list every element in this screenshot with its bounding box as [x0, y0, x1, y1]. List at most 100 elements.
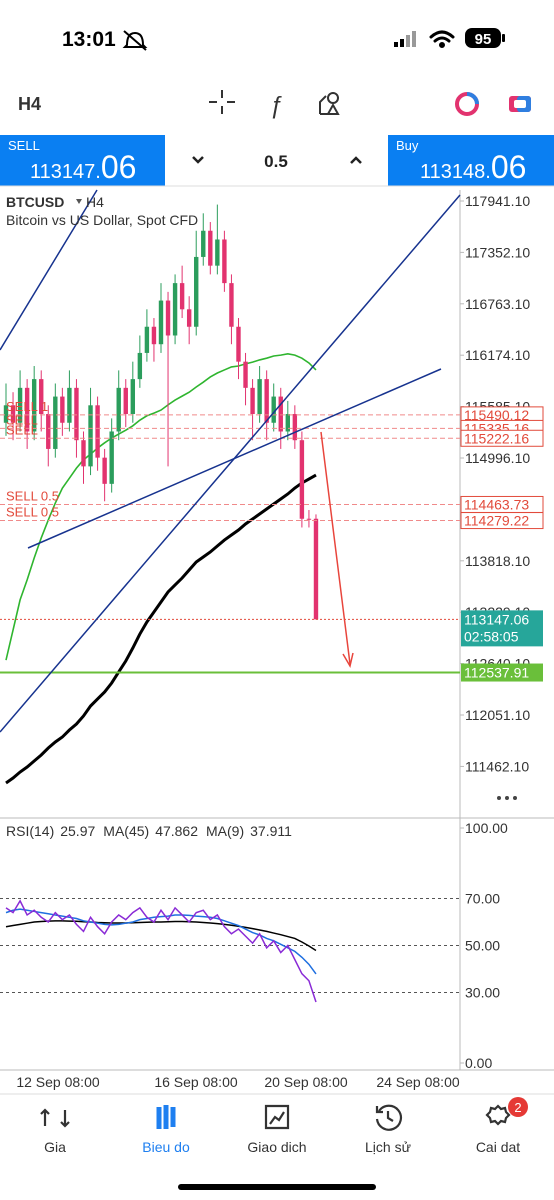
symbol: BTCUSD	[6, 194, 64, 210]
candle-body	[102, 457, 107, 484]
candle-body	[95, 405, 100, 458]
order-tag	[460, 429, 544, 447]
one-click-button[interactable]	[509, 96, 531, 112]
candle-body	[137, 352, 143, 380]
candle-body	[264, 379, 269, 423]
badge-count: 2	[514, 1100, 521, 1115]
y-tick-label: 117941.10	[465, 193, 530, 209]
y-tick-label: 111462.10	[465, 758, 529, 774]
buy-price-dec: 06	[491, 149, 527, 185]
candle-body	[39, 379, 44, 415]
nav-icon	[156, 1105, 176, 1129]
sell-price-int: 113147.	[30, 161, 101, 183]
nav-item[interactable]: Gia	[40, 1108, 70, 1155]
candle-body	[271, 396, 276, 423]
candle-body	[81, 440, 86, 467]
candle-body	[46, 414, 51, 449]
y-tick-label: 70.00	[465, 891, 500, 907]
candle-body	[215, 239, 220, 266]
volume-down[interactable]	[192, 156, 204, 164]
nav-label: Bieu do	[142, 1139, 190, 1155]
candle-body	[299, 440, 305, 519]
nav-icon	[264, 1104, 290, 1130]
candle-body	[123, 387, 128, 415]
order-label: SELL 1	[6, 399, 48, 414]
candle-body	[278, 396, 283, 432]
candle-body	[158, 300, 164, 345]
x-tick-label: 16 Sep 08:00	[154, 1074, 238, 1090]
price-tag	[461, 610, 543, 647]
mute-icon	[122, 30, 148, 51]
nav-item[interactable]: Lịch sử	[365, 1104, 411, 1155]
candle-body	[116, 387, 121, 432]
symbol-dropdown[interactable]	[76, 199, 82, 204]
series-last-value: 25.97	[60, 823, 95, 839]
nav-item[interactable]: Cai dat	[476, 1104, 520, 1155]
order-price: 114279.22	[464, 513, 529, 529]
order-label: SELL 0.5	[6, 505, 59, 520]
rsi-line	[5, 899, 317, 1003]
nav-label: Giao dich	[247, 1139, 306, 1155]
candle-body	[201, 230, 206, 257]
y-tick-label: 113818.10	[465, 553, 530, 569]
nav-icon	[375, 1104, 403, 1131]
candle-body	[186, 309, 192, 327]
rsi-chart: 100.00 70.00 50.00 30.00 0.00	[0, 820, 508, 1071]
y-tick-label: 114996.10	[465, 450, 530, 466]
countdown: 02:58:05	[464, 628, 519, 644]
chart-title: Bitcoin vs US Dollar, Spot CFD	[6, 212, 198, 228]
candle-body	[10, 405, 16, 423]
candle-body	[165, 300, 171, 336]
sell-label: SELL	[8, 138, 40, 153]
y-tick-label: 50.00	[465, 938, 500, 954]
buy-price: 113148.06	[420, 149, 526, 185]
nav-icon	[40, 1108, 70, 1128]
nav-label: Cai dat	[476, 1139, 520, 1155]
y-tick-label: 116763.10	[465, 296, 530, 312]
order-price: 114463.73	[464, 496, 529, 512]
nav-item[interactable]: Giao dich	[247, 1104, 307, 1155]
candle-body	[208, 230, 213, 266]
badge	[508, 1097, 528, 1117]
series-last-value: 37.911	[250, 823, 292, 839]
candle-body	[194, 256, 199, 327]
y-tick-label: 30.00	[465, 985, 500, 1001]
arrow	[320, 431, 354, 669]
level-tag	[461, 663, 543, 682]
candle-body	[24, 387, 30, 432]
moving-average	[5, 473, 317, 785]
y-tick-label: 0.00	[465, 1055, 492, 1071]
volume[interactable]: 0.5	[264, 152, 288, 171]
indicators-button[interactable]: ƒ	[269, 92, 282, 119]
candle-body	[3, 405, 9, 423]
order-tag	[460, 512, 544, 530]
battery	[465, 28, 501, 48]
sell-button[interactable]	[0, 135, 165, 186]
candle-body	[236, 326, 241, 362]
candle-body	[313, 518, 319, 620]
trend-lines	[0, 189, 461, 733]
order-price: 115490.12	[464, 407, 529, 423]
series-last-value: 47.862	[155, 823, 198, 839]
candle-body	[60, 396, 65, 423]
more-button[interactable]	[497, 796, 517, 800]
candle-body	[109, 431, 114, 484]
buy-button[interactable]	[388, 135, 554, 186]
candle-body	[31, 379, 37, 432]
wifi-icon	[429, 30, 455, 48]
candle-body	[257, 379, 262, 415]
candle-body	[306, 518, 312, 520]
series-name: MA(9)	[206, 823, 244, 839]
objects-button[interactable]	[319, 92, 340, 115]
crosshair-button[interactable]	[209, 90, 235, 114]
candle-body	[53, 396, 58, 449]
x-tick-label: 24 Sep 08:00	[376, 1074, 460, 1090]
battery-level: 95	[475, 31, 492, 48]
candle-body	[292, 414, 298, 441]
candle-body	[243, 361, 248, 388]
timeframe-button[interactable]: H4	[18, 94, 41, 114]
trade-signal-button[interactable]	[455, 92, 479, 116]
nav-item[interactable]: Bieu do	[142, 1105, 190, 1155]
volume-up[interactable]	[350, 156, 362, 164]
